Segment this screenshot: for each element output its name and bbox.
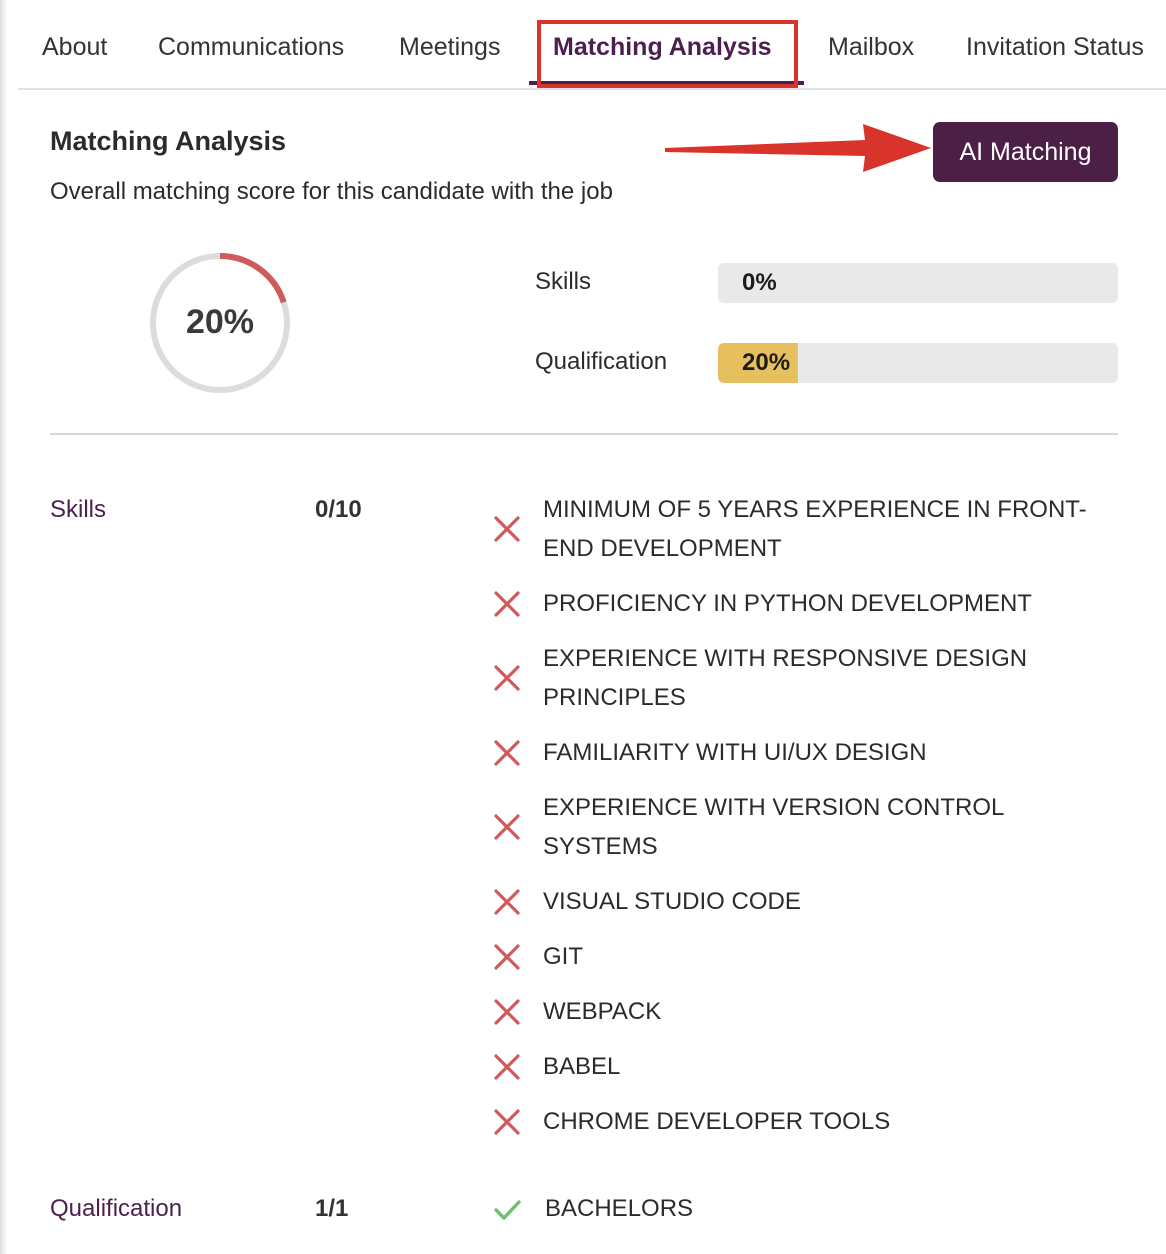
qualification-progress-value: 20% bbox=[742, 349, 791, 376]
qualification-progress-bar: 20% bbox=[718, 343, 1118, 383]
overall-score-donut bbox=[150, 253, 290, 393]
annotation-arrow-icon bbox=[665, 124, 931, 172]
overall-score-value: 20% bbox=[185, 303, 255, 341]
skill-item-text: CHROME DEVELOPER TOOLS bbox=[543, 1108, 891, 1135]
qualification-progress-fill bbox=[718, 343, 798, 383]
panel-left-edge bbox=[0, 0, 8, 1254]
skill-item-text: PROFICIENCY IN PYTHON DEVELOPMENT bbox=[543, 590, 1032, 617]
skill-item: BABEL bbox=[490, 1047, 1110, 1086]
qualification-bar-label: Qualification bbox=[535, 348, 668, 375]
check-icon bbox=[490, 1192, 524, 1226]
skill-item: EXPERIENCE WITH RESPONSIVE DESIGN PRINCI… bbox=[490, 639, 1110, 717]
cross-icon bbox=[490, 587, 524, 621]
skill-item-text: EXPERIENCE WITH RESPONSIVE DESIGN PRINCI… bbox=[543, 645, 1028, 711]
tab-matching-analysis[interactable]: Matching Analysis bbox=[553, 33, 772, 61]
tab-communications[interactable]: Communications bbox=[158, 33, 345, 61]
cross-icon bbox=[490, 512, 524, 546]
annotation-highlight-box bbox=[537, 20, 798, 88]
tab-mailbox[interactable]: Mailbox bbox=[828, 33, 915, 61]
tab-bar: About Communications Meetings Matching A… bbox=[18, 0, 1166, 90]
active-tab-indicator bbox=[529, 81, 804, 85]
skills-progress-value: 0% bbox=[742, 269, 777, 296]
section-title: Matching Analysis bbox=[50, 126, 287, 156]
skill-item: FAMILIARITY WITH UI/UX DESIGN bbox=[490, 733, 1110, 772]
skills-category-score: 0/10 bbox=[315, 496, 362, 523]
skill-item: VISUAL STUDIO CODE bbox=[490, 882, 1110, 921]
skill-item: EXPERIENCE WITH VERSION CONTROL SYSTEMS bbox=[490, 788, 1110, 866]
cross-icon bbox=[490, 940, 524, 974]
ai-matching-button[interactable]: AI Matching bbox=[933, 122, 1118, 182]
skill-item-text: EXPERIENCE WITH VERSION CONTROL SYSTEMS bbox=[543, 794, 1004, 860]
skills-bar-label: Skills bbox=[535, 268, 592, 295]
section-subtitle: Overall matching score for this candidat… bbox=[50, 178, 613, 205]
cross-icon bbox=[490, 1050, 524, 1084]
skill-item-text: BABEL bbox=[543, 1053, 621, 1080]
qualification-category-name: Qualification bbox=[50, 1195, 183, 1222]
cross-icon bbox=[490, 885, 524, 919]
qualification-category-score: 1/1 bbox=[315, 1195, 349, 1222]
section-divider bbox=[50, 433, 1118, 435]
skill-item-text: MINIMUM OF 5 YEARS EXPERIENCE IN FRONT-E… bbox=[543, 496, 1087, 562]
skill-item: CHROME DEVELOPER TOOLS bbox=[490, 1102, 1110, 1141]
donut-progress-arc bbox=[150, 253, 290, 393]
cross-icon bbox=[490, 736, 524, 770]
skill-item: WEBPACK bbox=[490, 992, 1110, 1031]
tab-about[interactable]: About bbox=[42, 33, 108, 61]
tab-invitation-status[interactable]: Invitation Status bbox=[966, 33, 1144, 61]
qualification-item-text: BACHELORS bbox=[545, 1195, 694, 1222]
cross-icon bbox=[490, 995, 524, 1029]
skill-item-text: VISUAL STUDIO CODE bbox=[543, 888, 801, 915]
qualification-item: BACHELORS bbox=[490, 1189, 1110, 1228]
cross-icon bbox=[490, 1105, 524, 1139]
cross-icon bbox=[490, 661, 524, 695]
cross-icon bbox=[490, 810, 524, 844]
skills-progress-bar: 0% bbox=[718, 263, 1118, 303]
skill-item-text: FAMILIARITY WITH UI/UX DESIGN bbox=[543, 739, 927, 766]
skill-item: MINIMUM OF 5 YEARS EXPERIENCE IN FRONT-E… bbox=[490, 490, 1110, 568]
skill-item-text: WEBPACK bbox=[543, 998, 662, 1025]
skill-item-text: GIT bbox=[543, 943, 583, 970]
tab-meetings[interactable]: Meetings bbox=[399, 33, 501, 61]
skill-item: PROFICIENCY IN PYTHON DEVELOPMENT bbox=[490, 584, 1110, 623]
skills-category-name: Skills bbox=[50, 496, 107, 523]
skill-item: GIT bbox=[490, 937, 1110, 976]
